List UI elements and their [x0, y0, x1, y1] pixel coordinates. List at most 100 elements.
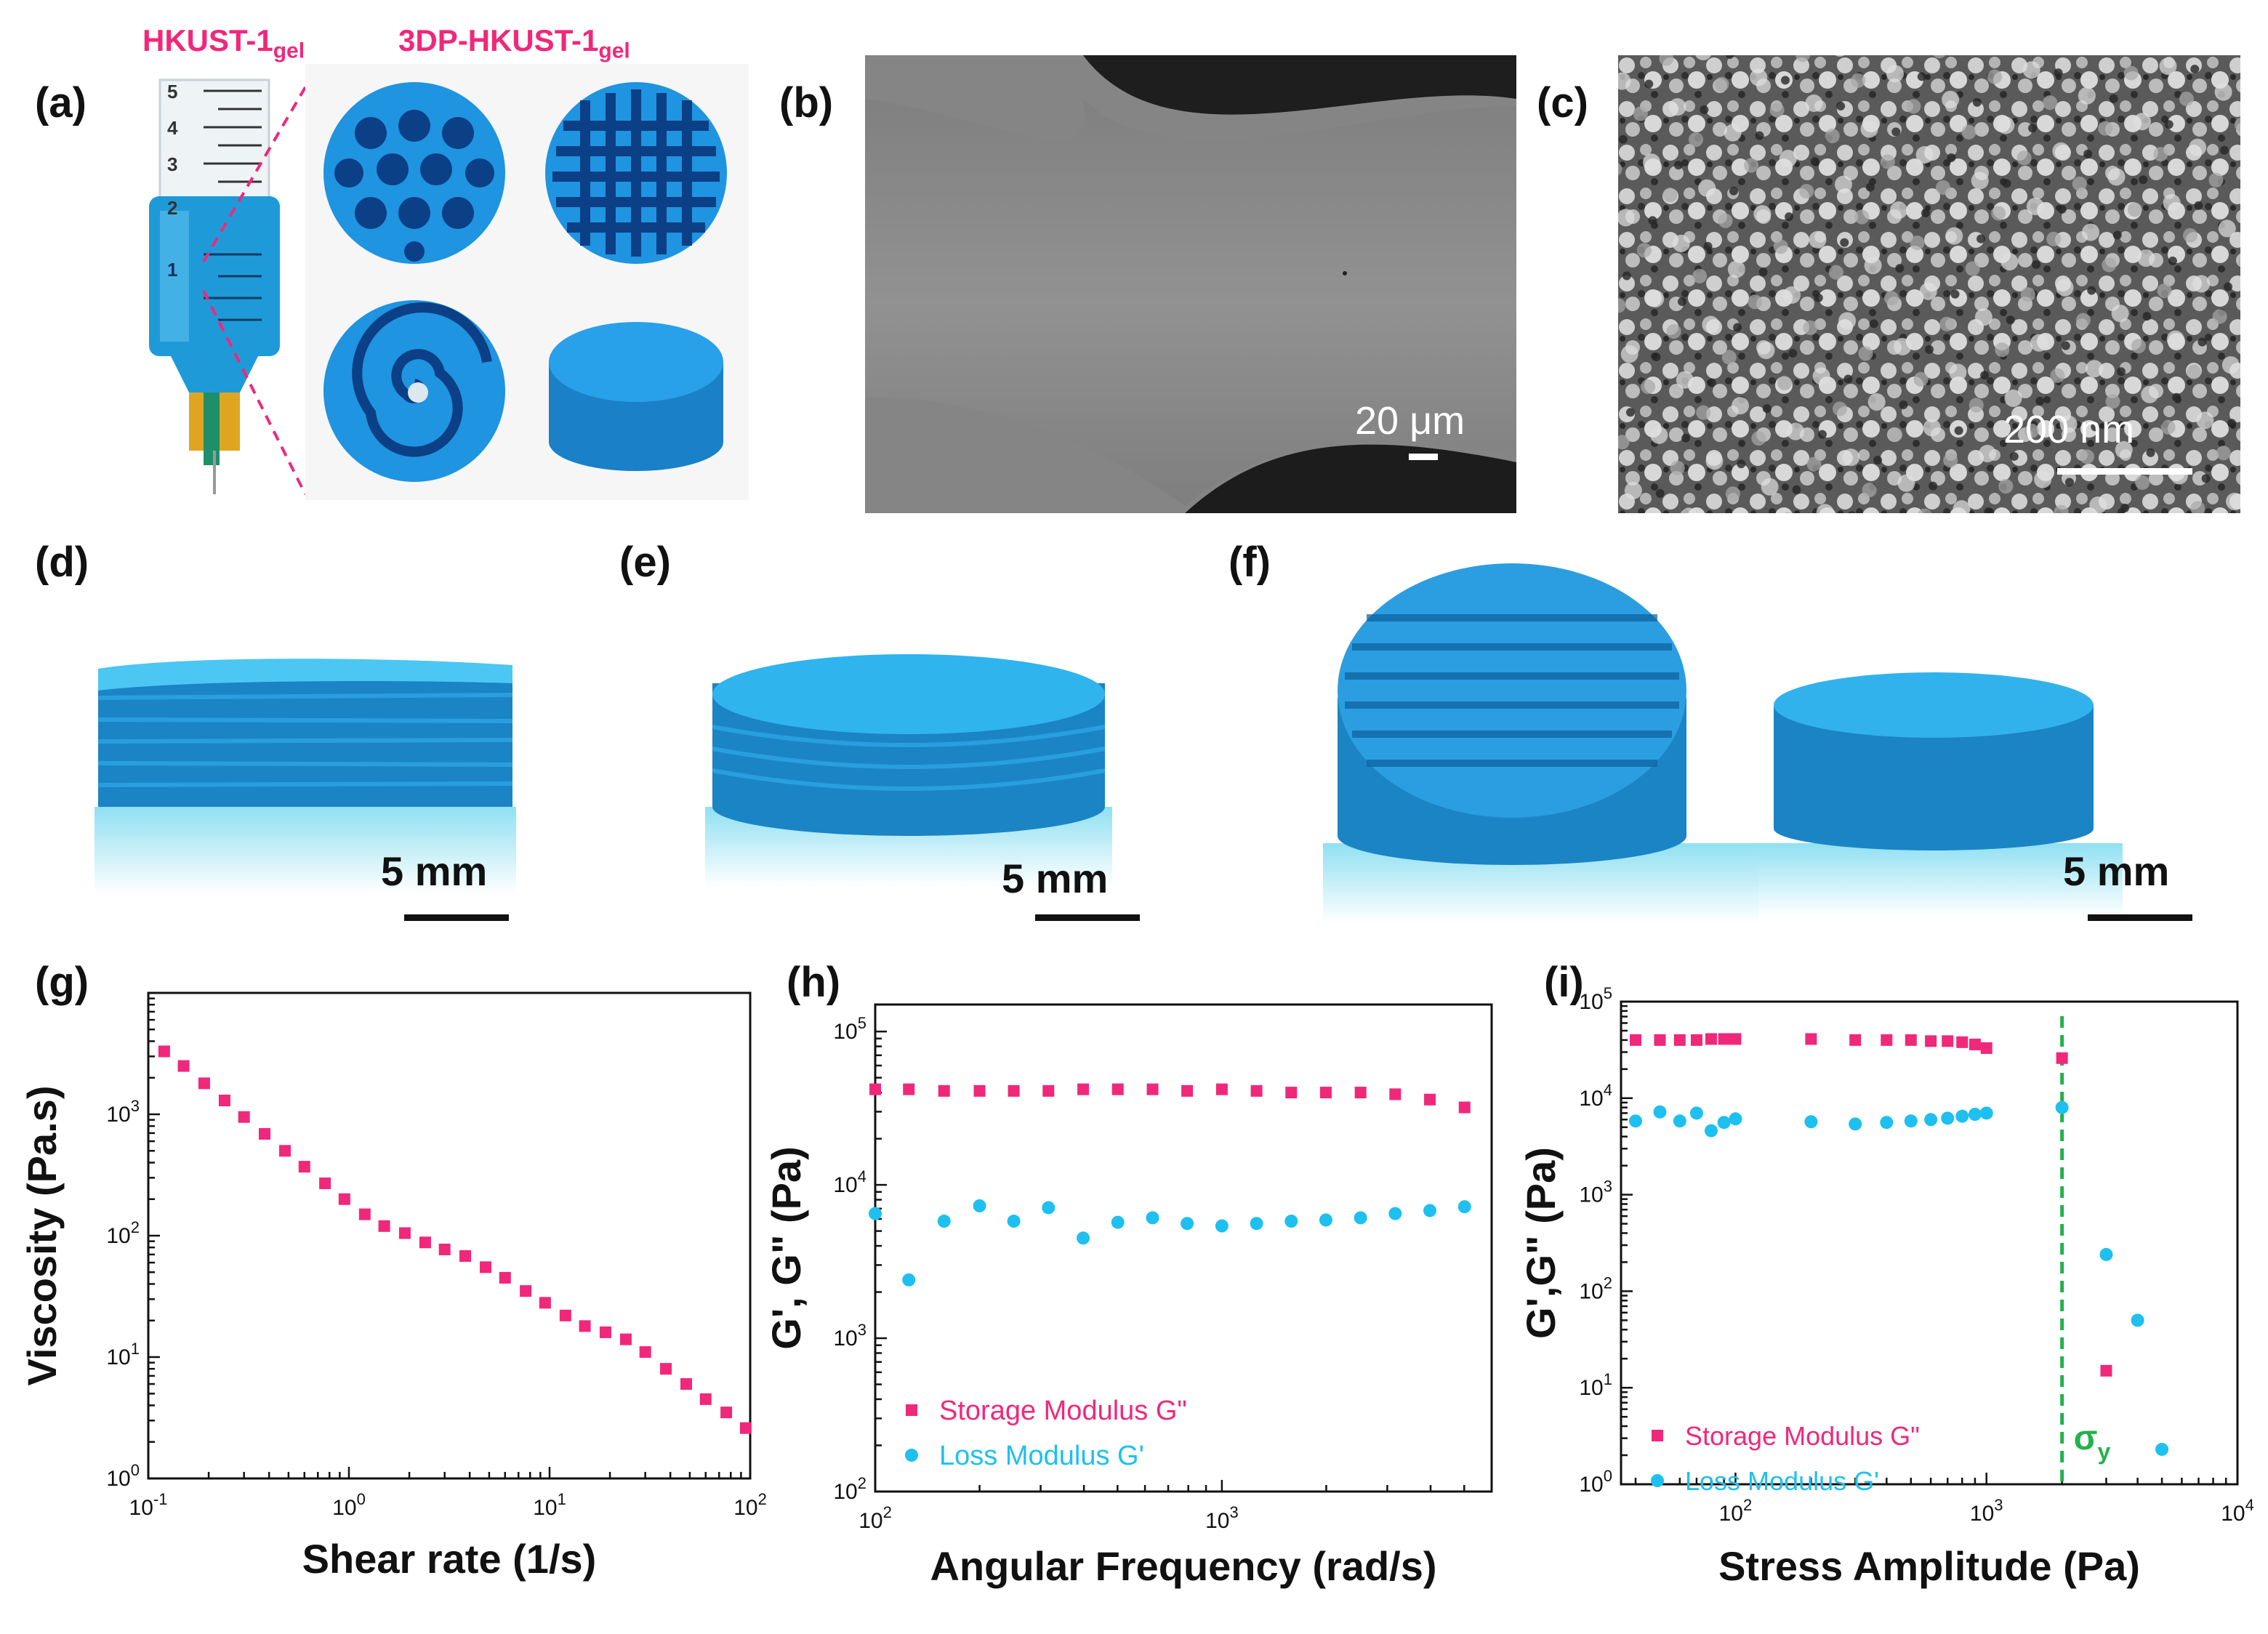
data-point-square — [938, 1084, 950, 1097]
data-point-circle — [1388, 1207, 1402, 1220]
data-point-square — [1849, 1034, 1862, 1046]
y-tick-label: 103 — [1579, 1178, 1612, 1207]
x-tick-label: 102 — [733, 1490, 767, 1520]
data-point-square — [699, 1393, 712, 1405]
leader-lines — [202, 86, 307, 495]
data-point-circle — [1284, 1215, 1298, 1228]
y-tick-label: 102 — [106, 1218, 140, 1248]
data-point-square — [619, 1333, 632, 1345]
data-point-square — [259, 1127, 271, 1140]
data-point-square — [680, 1378, 693, 1390]
x-axis-label: Angular Frequency (rad/s) — [930, 1543, 1436, 1589]
gel-label: HKUST-1gel — [142, 23, 305, 63]
data-point-square — [520, 1285, 532, 1297]
data-point-circle — [1007, 1215, 1021, 1228]
data-point-square — [1673, 1034, 1686, 1046]
printed-gel-label: 3DP-HKUST-1gel — [398, 23, 630, 63]
x-axis-label: Stress Amplitude (Pa) — [1718, 1543, 2140, 1589]
data-point-circle — [1979, 1106, 1993, 1120]
data-point-circle — [1804, 1115, 1818, 1129]
plot-frame — [147, 991, 752, 1480]
data-point-square — [218, 1094, 230, 1106]
y-axis-label: G', G" (Pa) — [763, 1146, 809, 1349]
data-point-square — [1881, 1034, 1893, 1046]
spiral-disc — [323, 300, 505, 482]
data-point-circle — [2131, 1313, 2144, 1327]
data-point-square — [1042, 1084, 1055, 1097]
data-point-square — [158, 1045, 170, 1058]
legend-marker-square — [1652, 1430, 1663, 1441]
x-tick-label: 10-1 — [129, 1490, 168, 1520]
data-point-square — [1905, 1034, 1917, 1046]
data-point-square — [1654, 1034, 1666, 1046]
data-point-circle — [1968, 1108, 1982, 1122]
printed-block-photo — [94, 659, 516, 894]
data-point-circle — [973, 1199, 986, 1212]
data-point-square — [1008, 1084, 1020, 1097]
y-tick-label: 101 — [1579, 1370, 1612, 1400]
data-point-square — [177, 1060, 190, 1072]
data-point-circle — [1111, 1215, 1125, 1229]
panel-label-b: (b) — [779, 79, 834, 126]
scale-bar-e — [1035, 914, 1140, 921]
data-point-circle — [2155, 1442, 2169, 1456]
legend-marker-circle — [1651, 1474, 1664, 1487]
x-tick-label: 102 — [858, 1503, 892, 1533]
data-point-square — [1319, 1087, 1332, 1099]
data-point-square — [539, 1297, 551, 1309]
legend-label: Loss Modulus G' — [939, 1441, 1144, 1471]
data-point-square — [319, 1177, 331, 1189]
data-point-square — [599, 1326, 611, 1338]
data-point-square — [1942, 1035, 1954, 1047]
data-point-circle — [1717, 1116, 1731, 1130]
data-point-circle — [2055, 1100, 2069, 1114]
data-point-circle — [1904, 1114, 1918, 1128]
legend-label: Storage Modulus G" — [1685, 1421, 1920, 1451]
data-point-circle — [1704, 1124, 1718, 1138]
panel-label-f: (f) — [1228, 539, 1271, 586]
data-point-square — [1980, 1042, 1992, 1054]
data-point-square — [1458, 1101, 1471, 1114]
data-point-square — [298, 1161, 310, 1173]
data-point-circle — [1729, 1112, 1742, 1126]
panel-label-g: (g) — [35, 959, 89, 1006]
data-point-circle — [1955, 1109, 1969, 1123]
data-point-square — [903, 1083, 915, 1095]
data-point-square — [579, 1320, 591, 1332]
panel-label-c: (c) — [1537, 79, 1588, 126]
syringe-mark-2: 2 — [167, 197, 177, 219]
grid-disc — [545, 82, 727, 264]
legend-label: Loss Modulus G' — [1685, 1466, 1879, 1496]
data-point-square — [1690, 1034, 1702, 1046]
y-tick-label: 102 — [833, 1474, 866, 1504]
y-tick-label: 103 — [833, 1321, 866, 1351]
data-point-square — [1250, 1084, 1263, 1097]
data-point-square — [398, 1227, 411, 1239]
scale-label-b: 20 μm — [1355, 399, 1465, 443]
data-point-square — [1805, 1033, 1817, 1045]
data-point-square — [338, 1193, 350, 1205]
scale-bar-b — [1409, 454, 1438, 460]
data-point-square — [1956, 1036, 1969, 1048]
data-point-square — [1424, 1093, 1436, 1106]
plot-frame — [1620, 1000, 2239, 1486]
printed-structures-photo — [305, 64, 749, 500]
scale-bar-c — [2057, 468, 2192, 475]
data-point-square — [739, 1422, 752, 1434]
x-tick-label: 101 — [533, 1490, 566, 1520]
data-point-circle — [1423, 1204, 1437, 1218]
data-point-square — [1969, 1038, 1981, 1050]
printed-disc-photo — [705, 654, 1112, 887]
y-tick-label: 104 — [1579, 1081, 1612, 1111]
honeycomb-disc — [323, 82, 505, 264]
data-point-circle — [1689, 1106, 1703, 1120]
scale-label-f: 5 mm — [2063, 848, 2170, 894]
plot-frame — [874, 1003, 1493, 1493]
data-point-circle — [902, 1273, 916, 1287]
data-point-circle — [1673, 1114, 1686, 1128]
x-tick-label: 100 — [332, 1490, 366, 1520]
data-point-square — [358, 1208, 371, 1220]
data-point-circle — [1629, 1114, 1643, 1128]
data-point-square — [238, 1111, 250, 1123]
data-point-circle — [1077, 1231, 1090, 1245]
